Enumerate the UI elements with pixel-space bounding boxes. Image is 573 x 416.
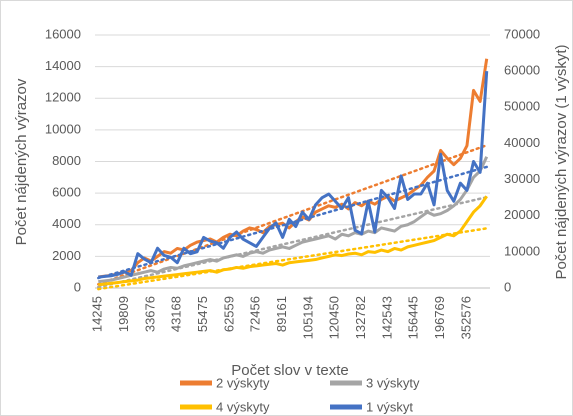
y2-tick-label: 70000 <box>504 26 540 41</box>
x-tick-label: 33676 <box>142 296 157 332</box>
trendline <box>97 165 488 280</box>
y2-tick-label: 40000 <box>504 135 540 150</box>
x-tick-label: 43168 <box>169 296 184 332</box>
legend-label: 4 výskyty <box>216 399 270 414</box>
x-tick-label: 156445 <box>406 296 421 339</box>
x-tick-label: 19809 <box>116 296 131 332</box>
y2-tick-label: 30000 <box>504 171 540 186</box>
y-tick-label: 8000 <box>52 153 81 168</box>
legend-label: 3 výskyty <box>366 375 420 390</box>
y2-tick-label: 20000 <box>504 207 540 222</box>
x-tick-label: 72456 <box>248 296 263 332</box>
legend-label: 2 výskyty <box>216 375 270 390</box>
y-tick-label: 12000 <box>45 90 81 105</box>
legend-label: 1 výskyt <box>366 399 413 414</box>
x-tick-label: 142543 <box>379 296 394 339</box>
y-tick-label: 0 <box>74 279 81 294</box>
y-tick-label: 6000 <box>52 185 81 200</box>
y-tick-label: 4000 <box>52 216 81 231</box>
x-axis-label: Počet slov v texte <box>231 362 349 379</box>
x-tick-label: 352576 <box>458 296 473 339</box>
trendline <box>97 195 488 289</box>
x-tick-label: 89161 <box>274 296 289 332</box>
x-tick-label: 120450 <box>327 296 342 339</box>
series-line <box>98 156 489 284</box>
x-tick-label: 196769 <box>432 296 447 339</box>
trendline <box>97 143 488 286</box>
x-tick-label: 132782 <box>353 296 368 339</box>
y2-tick-label: 50000 <box>504 99 540 114</box>
series-line <box>98 195 488 287</box>
y-tick-label: 10000 <box>45 121 81 136</box>
x-tick-label: 105194 <box>300 296 315 339</box>
y2-tick-label: 10000 <box>504 243 540 258</box>
y2-axis-label: Počet nájdených výrazov (1 výskyt) <box>553 44 570 279</box>
trendline <box>97 227 488 291</box>
y-tick-label: 14000 <box>45 58 81 73</box>
series-line <box>98 71 489 279</box>
x-tick-label: 62559 <box>221 296 236 332</box>
x-tick-label: 14245 <box>90 296 105 332</box>
y2-tick-label: 0 <box>504 279 511 294</box>
y-tick-label: 2000 <box>52 248 81 263</box>
y-axis-label: Počet nájdených výrazov <box>13 78 30 245</box>
y2-tick-label: 60000 <box>504 63 540 78</box>
y-tick-label: 16000 <box>45 26 81 41</box>
x-tick-label: 55475 <box>195 296 210 332</box>
